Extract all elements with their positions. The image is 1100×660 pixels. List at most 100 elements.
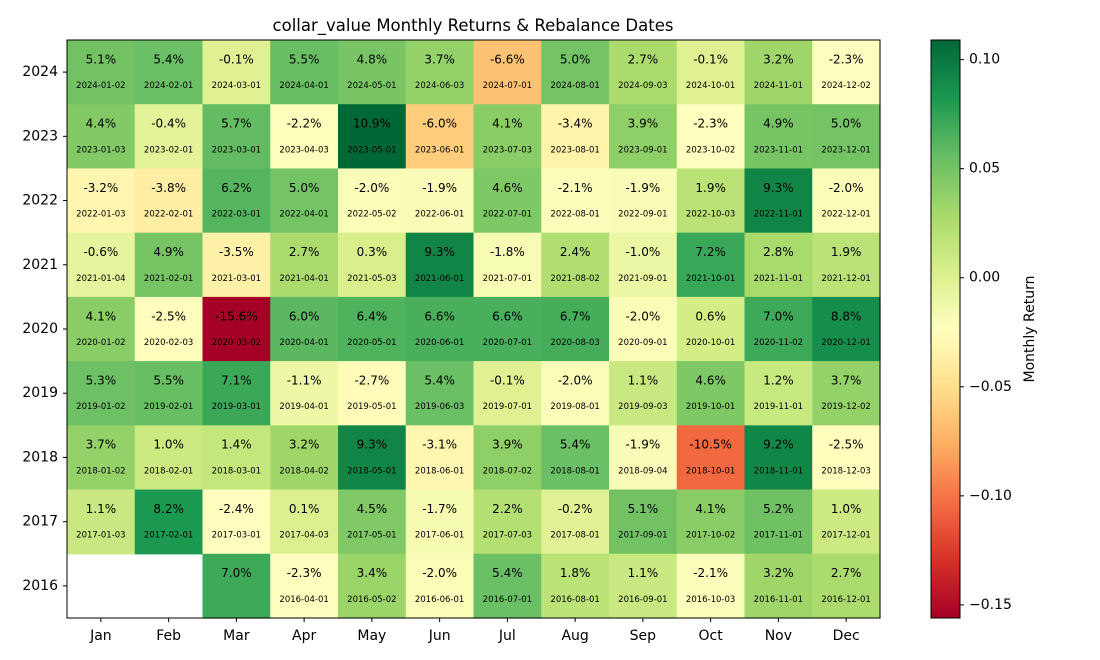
cell-value-label: 1.1% <box>628 374 659 388</box>
cell-rebalance-date-label: 2023-07-03 <box>483 145 532 155</box>
cell-rebalance-date-label: 2022-11-01 <box>754 210 803 220</box>
heatmap-cell <box>744 104 813 170</box>
heatmap-cell <box>67 425 136 491</box>
cell-rebalance-date-label: 2023-12-01 <box>821 145 870 155</box>
cell-value-label: -1.9% <box>625 438 660 452</box>
cell-rebalance-date-label: 2019-04-01 <box>279 402 328 412</box>
heatmap-cell <box>270 296 339 362</box>
cell-value-label: 5.4% <box>153 52 184 66</box>
cell-value-label: 9.3% <box>357 438 388 452</box>
cell-rebalance-date-label: 2016-05-02 <box>347 595 396 605</box>
cell-value-label: 4.1% <box>86 309 117 323</box>
cell-value-label: -10.5% <box>689 438 731 452</box>
cell-value-label: 5.1% <box>628 502 659 516</box>
cell-value-label: -2.7% <box>354 374 389 388</box>
heatmap-cell <box>338 232 407 298</box>
cell-value-label: -6.0% <box>422 117 457 131</box>
heatmap-cell <box>541 232 610 298</box>
heatmap-cell <box>609 489 678 555</box>
x-tick-label: Jun <box>428 628 451 644</box>
cell-value-label: 4.9% <box>763 117 794 131</box>
heatmap-cell <box>134 489 204 555</box>
cell-rebalance-date-label: 2019-10-01 <box>686 402 735 412</box>
heatmap-cell <box>67 168 136 234</box>
cell-value-label: -2.0% <box>354 181 389 195</box>
heatmap-cell <box>541 425 610 491</box>
heatmap-cell <box>541 104 610 170</box>
y-tick-label: 2020 <box>22 321 58 337</box>
cell-value-label: 5.5% <box>289 52 320 66</box>
cell-value-label: -0.1% <box>490 374 525 388</box>
cell-rebalance-date-label: 2023-02-01 <box>144 145 193 155</box>
x-tick-label: Mar <box>223 628 250 644</box>
cell-value-label: -0.2% <box>558 502 593 516</box>
cell-rebalance-date-label: 2019-12-02 <box>821 402 870 412</box>
cell-value-label: 5.0% <box>560 52 591 66</box>
y-tick-label: 2018 <box>22 449 58 465</box>
heatmap-cell <box>134 425 204 491</box>
heatmap-cell <box>744 296 813 362</box>
cell-value-label: -2.0% <box>558 374 593 388</box>
cell-rebalance-date-label: 2019-07-01 <box>483 402 532 412</box>
cell-value-label: 3.7% <box>424 52 455 66</box>
cell-value-label: -2.5% <box>829 438 864 452</box>
x-tick-label: Feb <box>156 628 181 644</box>
x-tick-label: Jan <box>89 628 112 644</box>
cell-value-label: 8.8% <box>831 309 862 323</box>
cell-value-label: 2.4% <box>560 245 591 259</box>
y-tick-label: 2023 <box>22 128 58 144</box>
y-tick-label: 2024 <box>22 64 58 80</box>
colorbar-tick-label: −0.05 <box>969 379 1012 395</box>
cell-value-label: 2.7% <box>289 245 320 259</box>
cell-value-label: 1.0% <box>153 438 184 452</box>
heatmap-cell <box>405 553 475 619</box>
cell-rebalance-date-label: 2020-06-01 <box>415 338 464 348</box>
cell-value-label: 1.0% <box>831 502 862 516</box>
cell-rebalance-date-label: 2023-11-01 <box>754 145 803 155</box>
colorbar-tick-label: −0.10 <box>969 488 1012 504</box>
cell-value-label: 4.8% <box>357 52 388 66</box>
cell-rebalance-date-label: 2023-04-03 <box>279 145 328 155</box>
cell-value-label: -2.2% <box>287 117 322 131</box>
y-tick-label: 2022 <box>22 193 58 209</box>
heatmap-cell <box>405 361 475 426</box>
heatmap-cell <box>473 168 542 234</box>
heatmap-cell <box>202 296 271 362</box>
heatmap-cell <box>405 104 475 170</box>
cell-rebalance-date-label: 2023-05-01 <box>347 145 396 155</box>
cell-value-label: 5.0% <box>289 181 320 195</box>
cell-rebalance-date-label: 2019-01-02 <box>76 402 125 412</box>
heatmap-cell <box>609 296 678 362</box>
cell-rebalance-date-label: 2017-07-03 <box>483 531 532 541</box>
heatmap-cell <box>473 553 542 619</box>
cell-rebalance-date-label: 2019-11-01 <box>754 402 803 412</box>
cell-rebalance-date-label: 2018-04-02 <box>279 466 328 476</box>
heatmap-cell <box>134 104 204 170</box>
cell-rebalance-date-label: 2017-02-01 <box>144 531 193 541</box>
x-tick-label: May <box>357 628 386 644</box>
heatmap-cell <box>134 168 204 234</box>
heatmap-cell <box>473 40 542 105</box>
cell-rebalance-date-label: 2017-10-02 <box>686 531 735 541</box>
cell-value-label: 0.1% <box>289 502 320 516</box>
heatmap-cell <box>676 296 746 362</box>
cell-value-label: 4.6% <box>492 181 523 195</box>
cell-value-label: 5.4% <box>424 374 455 388</box>
heatmap-cell <box>473 425 542 491</box>
heatmap-cell <box>270 425 339 491</box>
cell-value-label: 4.5% <box>357 502 388 516</box>
cell-value-label: 1.1% <box>628 566 659 580</box>
cell-rebalance-date-label: 2021-09-01 <box>618 274 667 284</box>
cell-value-label: 6.6% <box>424 309 455 323</box>
heatmap-cell <box>676 232 746 298</box>
cell-value-label: 3.4% <box>357 566 388 580</box>
cell-rebalance-date-label: 2021-03-01 <box>212 274 261 284</box>
cell-rebalance-date-label: 2024-02-01 <box>144 81 193 91</box>
heatmap-cell <box>812 425 881 491</box>
heatmap-cell <box>541 40 610 105</box>
heatmap-cell <box>473 361 542 426</box>
cell-value-label: -1.9% <box>422 181 457 195</box>
heatmap-cell <box>473 296 542 362</box>
heatmap-cell <box>270 168 339 234</box>
heatmap-cell <box>338 168 407 234</box>
